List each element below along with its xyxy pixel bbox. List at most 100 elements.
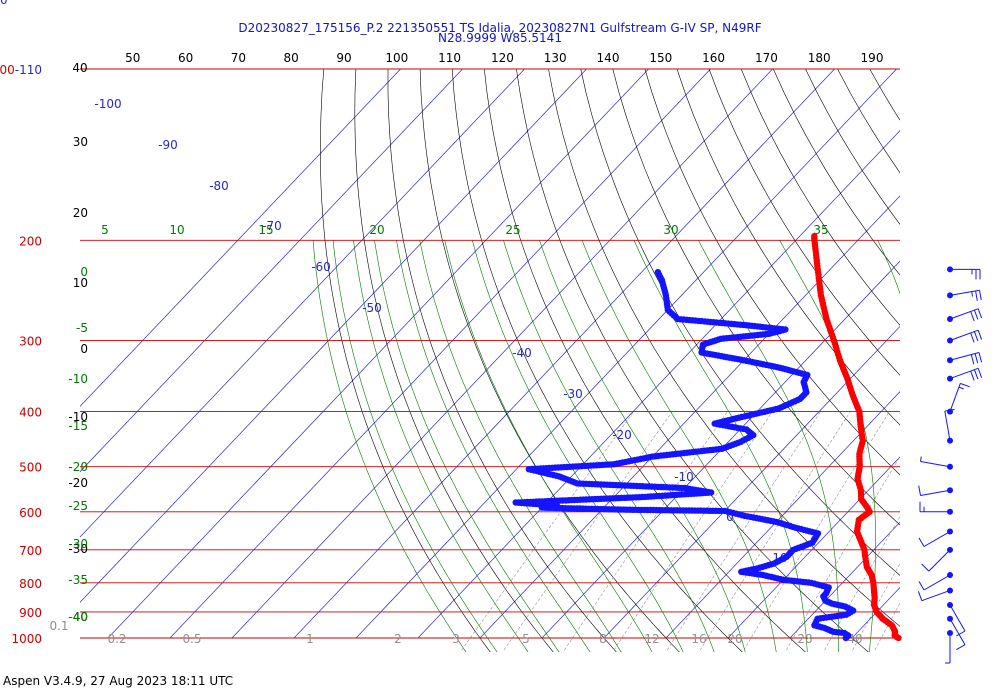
top-scale-label: 180 bbox=[808, 51, 831, 65]
wind-barb-staff bbox=[949, 289, 980, 296]
left-green-label: 0 bbox=[80, 265, 88, 279]
isotherm-label: 30 bbox=[0, 0, 8, 7]
wind-barb-staff bbox=[923, 574, 951, 591]
isotherm-line bbox=[541, 260, 900, 639]
left-green-label: -10 bbox=[68, 372, 88, 386]
isotherm-line bbox=[80, 68, 525, 538]
isotherm-line bbox=[417, 130, 900, 639]
mixing-ratio-line bbox=[564, 411, 728, 651]
left-green-label: -15 bbox=[68, 419, 88, 433]
wind-barb-flag bbox=[970, 354, 975, 365]
dry-adiabat-line bbox=[708, 68, 900, 376]
dry-adiabat-line bbox=[612, 68, 900, 526]
moist-adiabat-line bbox=[332, 240, 498, 652]
wind-barb-flag bbox=[970, 311, 975, 322]
dry-adiabat-line bbox=[354, 68, 554, 652]
mixing-ratio-label: 5 bbox=[522, 632, 530, 646]
moist-adiabat-line bbox=[581, 240, 777, 652]
top-scale-label: 80 bbox=[284, 51, 299, 65]
pressure-tick-label-part: -110 bbox=[15, 63, 42, 77]
wind-barb-flag bbox=[917, 591, 923, 601]
moist-adiabat-line bbox=[396, 240, 591, 652]
left-green-label: -30 bbox=[68, 537, 88, 551]
wind-barb-staff bbox=[949, 308, 979, 320]
wind-barb-staff bbox=[949, 383, 961, 412]
wind-barb-staff bbox=[949, 329, 979, 341]
isotherm-line bbox=[80, 68, 587, 603]
wind-barb-staff bbox=[921, 589, 951, 602]
top-scale-label: 110 bbox=[438, 51, 461, 65]
isotherm-line bbox=[479, 195, 900, 639]
wind-barb-staff bbox=[949, 618, 966, 645]
wind-barb-flag bbox=[918, 581, 925, 591]
isotherm-line bbox=[80, 68, 463, 473]
moist-adiabat-label: 25 bbox=[505, 223, 520, 237]
dry-adiabat-line bbox=[644, 68, 900, 476]
moist-adiabat-label: 35 bbox=[813, 223, 828, 237]
wind-barb-staff bbox=[920, 489, 951, 496]
top-scale-label: 70 bbox=[231, 51, 246, 65]
isotherm-line bbox=[789, 521, 900, 639]
mixing-ratio-line bbox=[909, 412, 1000, 650]
mixing-ratio-label: 3 bbox=[452, 632, 460, 646]
isotherm-label: -40 bbox=[512, 346, 532, 360]
wind-barb-flag bbox=[979, 290, 982, 301]
wind-barb-half-flag bbox=[971, 291, 973, 297]
pressure-tick-label: 100-110 bbox=[0, 63, 42, 77]
isotherm-line bbox=[293, 68, 835, 639]
dry-adiabat-line bbox=[805, 68, 900, 225]
wind-barb-staff bbox=[944, 411, 951, 441]
wind-barb-flag bbox=[921, 563, 930, 572]
isotherm-line bbox=[355, 68, 897, 639]
wind-barb-flag bbox=[973, 309, 979, 320]
wind-barb-flag bbox=[918, 485, 921, 496]
wind-barb-staff bbox=[949, 352, 980, 361]
moist-adiabat-line bbox=[444, 240, 653, 652]
isotherm-label: -70 bbox=[262, 219, 282, 233]
isotherm-label: -20 bbox=[612, 428, 632, 442]
pressure-tick-label: 800 bbox=[19, 577, 42, 591]
left-scale-label: 10 bbox=[73, 276, 88, 290]
mixing-ratio-label: 20 bbox=[727, 632, 742, 646]
top-scale-label: 100 bbox=[385, 51, 408, 65]
isotherm-label: 0 bbox=[726, 510, 734, 524]
left-scale-label: -10 bbox=[68, 410, 88, 424]
wind-barb-flag bbox=[956, 630, 966, 637]
isotherm-line bbox=[107, 68, 649, 639]
dewpoint-point bbox=[654, 268, 662, 276]
moist-adiabat-line bbox=[931, 240, 983, 652]
mixing-ratio-line bbox=[666, 411, 821, 651]
mixing-ratio-line bbox=[786, 456, 900, 651]
moist-adiabat-label: 5 bbox=[101, 223, 109, 237]
moist-adiabat-label: 30 bbox=[663, 223, 678, 237]
left-scale-label: 20 bbox=[73, 206, 88, 220]
isotherm-line bbox=[169, 68, 711, 639]
mixing-ratio-line bbox=[613, 411, 773, 651]
isotherm-line bbox=[914, 69, 1000, 638]
mixing-ratio-label: 12 bbox=[644, 632, 659, 646]
top-scale-label: 160 bbox=[702, 51, 725, 65]
pressure-tick-label: 700 bbox=[19, 544, 42, 558]
wind-barb-flag bbox=[977, 330, 983, 340]
dry-adiabat-line bbox=[387, 69, 617, 652]
isotherm-line bbox=[231, 68, 773, 639]
top-scale-label: 190 bbox=[861, 51, 884, 65]
mixing-ratio-line bbox=[699, 411, 851, 651]
top-scale-label: 60 bbox=[178, 51, 193, 65]
top-scale-label: 140 bbox=[597, 51, 620, 65]
mixing-ratio-label: 28 bbox=[797, 632, 812, 646]
wind-barb-flag bbox=[973, 369, 979, 380]
isotherm-line bbox=[80, 68, 401, 407]
pressure-tick-label: 400 bbox=[19, 406, 42, 420]
mixing-ratio-line bbox=[503, 411, 673, 651]
moist-adiabat-label: 20 bbox=[369, 223, 384, 237]
moist-adiabat-line bbox=[374, 240, 560, 652]
wind-barb-flag bbox=[970, 370, 975, 381]
mixing-ratio-line bbox=[824, 515, 900, 651]
moist-adiabat-line bbox=[539, 240, 746, 652]
pressure-tick-label: 600 bbox=[19, 506, 42, 520]
left-green-label: -35 bbox=[68, 573, 88, 587]
mixing-ratio-label: 1 bbox=[306, 632, 314, 646]
dry-adiabat-line bbox=[676, 68, 900, 426]
moist-adiabat-line bbox=[503, 240, 715, 652]
